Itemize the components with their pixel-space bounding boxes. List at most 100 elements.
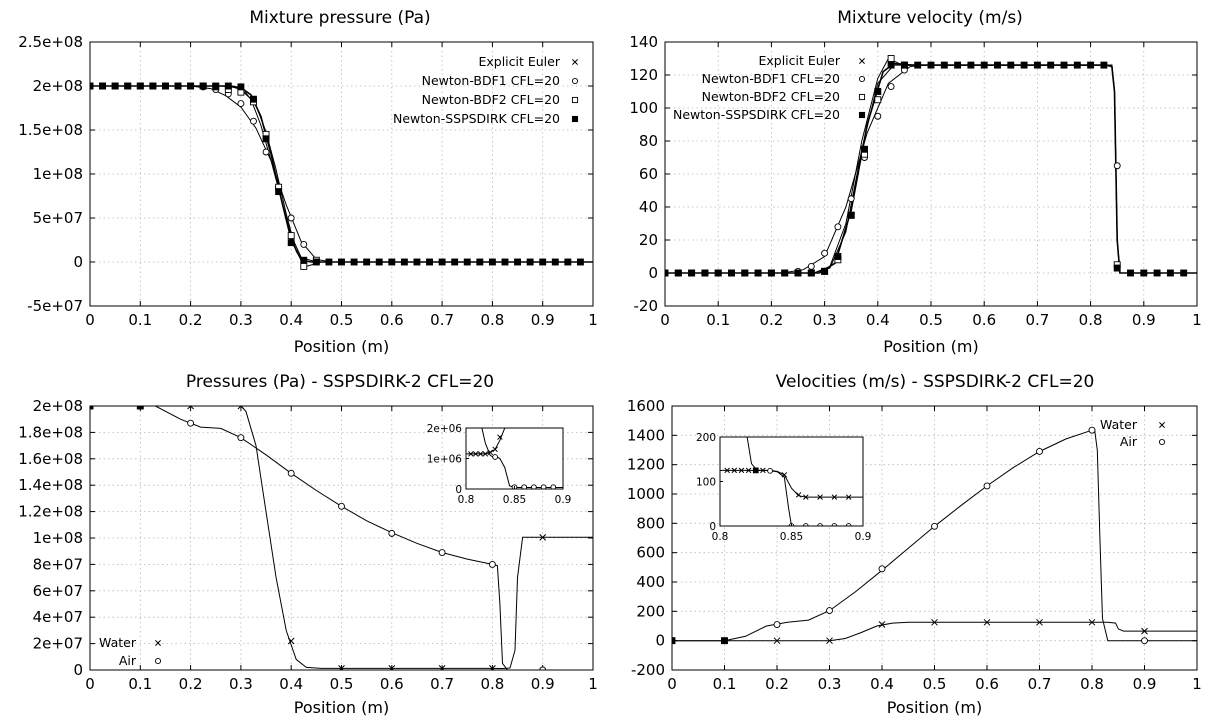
data-point (874, 112, 882, 120)
data-point (287, 239, 295, 247)
inset-data-point (731, 467, 738, 474)
inset-background (466, 428, 563, 489)
legend-marker (859, 58, 865, 64)
y-tick-label: 5e+07 (33, 209, 83, 227)
data-point (826, 637, 833, 645)
data-point (501, 258, 509, 266)
legend-label: Newton-BDF1 CFL=20 (422, 73, 560, 88)
legend-label: Newton-BDF1 CFL=20 (702, 71, 840, 86)
inset-chart: 0.8 0.85 0.9 0 1e+06 2e+06 (427, 423, 572, 506)
data-point (983, 618, 991, 626)
x-tick-label: 0.8 (480, 675, 504, 693)
x-tick-label: 0.4 (279, 675, 303, 693)
x-tick-label: 0.6 (380, 311, 404, 329)
data-point (161, 82, 169, 90)
x-tick-label: 0.3 (818, 675, 842, 693)
data-point (1180, 269, 1188, 277)
data-point (237, 83, 245, 91)
x-tick-label: 0.7 (430, 675, 454, 693)
y-tick-label: 1000 (627, 485, 665, 503)
plot-frame (89, 41, 594, 307)
legend-label: Air (119, 653, 137, 668)
series-line-air (672, 428, 1197, 642)
data-point (714, 269, 722, 277)
legend-marker (1158, 438, 1166, 446)
legend: Water Air (99, 635, 162, 668)
data-point (1166, 269, 1174, 277)
mixture-velocity-panel: Mixture velocity (m/s) Position (m) 0 0.1 0.… (629, 8, 1201, 356)
x-tick-label: 0.6 (975, 675, 999, 693)
data-point (807, 269, 815, 277)
inset-data-point (482, 451, 489, 457)
data-point (773, 637, 781, 645)
y-tick-label: -20 (634, 297, 659, 315)
x-tick-label: 0.1 (128, 311, 152, 329)
x-tick-label: 0.6 (972, 311, 996, 329)
data-point (539, 258, 547, 266)
data-point (1141, 637, 1148, 645)
data-point (124, 82, 132, 90)
data-point (1141, 627, 1148, 635)
data-point (847, 211, 855, 219)
inset-data-point (531, 484, 537, 489)
data-point (212, 82, 220, 90)
data-point (90, 406, 94, 410)
y-tick-label: 120 (629, 66, 658, 84)
inset-data-point (845, 494, 852, 500)
inset-data-point (540, 484, 547, 489)
data-point (1113, 264, 1121, 272)
inset-data-point (803, 494, 809, 500)
x-tick-label: 1 (1192, 675, 1202, 693)
x-tick-label: 0 (667, 675, 677, 693)
plot-area (90, 406, 593, 670)
x-axis-label: Position (m) (294, 337, 389, 356)
legend-marker (858, 93, 866, 101)
plot-area (90, 82, 593, 270)
data-point (539, 533, 547, 541)
data-point (931, 522, 938, 530)
inset-y-tick-label: 2e+06 (427, 423, 463, 435)
data-point (224, 82, 232, 90)
x-tick-label: 1 (1192, 311, 1202, 329)
data-point (1153, 269, 1161, 277)
data-point (174, 82, 182, 90)
x-tick-label: 0 (660, 311, 670, 329)
y-tick-label: 0 (648, 264, 658, 282)
chart-title: Velocities (m/s) - SSPSDIRK-2 CFL=20 (776, 372, 1095, 392)
data-point (388, 529, 396, 537)
data-point (99, 82, 107, 90)
x-tick-label: 0.7 (430, 311, 454, 329)
inset-y-tick-label: 1e+06 (427, 454, 463, 466)
y-tick-label: 200 (636, 602, 665, 620)
x-tick-label: 0.3 (229, 675, 253, 693)
data-point (187, 406, 194, 410)
x-tick-label: 1 (588, 675, 598, 693)
x-tick-label: 0.7 (1025, 311, 1049, 329)
data-point (476, 258, 484, 266)
y-tick-label: 1e+08 (33, 165, 83, 183)
x-tick-label: 0.8 (1080, 675, 1104, 693)
data-point (287, 214, 295, 222)
y-tick-label: 0 (73, 253, 83, 271)
x-axis-label: Position (m) (883, 337, 978, 356)
x-tick-label: 0.7 (1028, 675, 1052, 693)
x-axis-label: Position (m) (294, 698, 389, 717)
inset-x-tick-label: 0.8 (458, 494, 475, 506)
x-tick-label: 0 (85, 311, 95, 329)
inset-chart: 0.8 0.85 0.9 0 100 200 (696, 432, 871, 543)
data-point (275, 188, 283, 196)
data-point (914, 61, 922, 69)
y-tick-label: 0 (655, 632, 665, 650)
plot-area (672, 426, 1197, 645)
data-point (834, 253, 842, 260)
data-point (665, 269, 669, 277)
y-tick-label: 4e+07 (33, 608, 83, 626)
x-tick-label: 0.8 (1079, 311, 1103, 329)
data-point (388, 258, 396, 266)
x-tick-label: 0.9 (531, 675, 555, 693)
data-point (250, 95, 257, 103)
series-line-air (90, 406, 593, 670)
y-tick-label: 1e+08 (33, 529, 83, 547)
series-line-water (90, 406, 593, 670)
inset-data-point (795, 492, 802, 498)
